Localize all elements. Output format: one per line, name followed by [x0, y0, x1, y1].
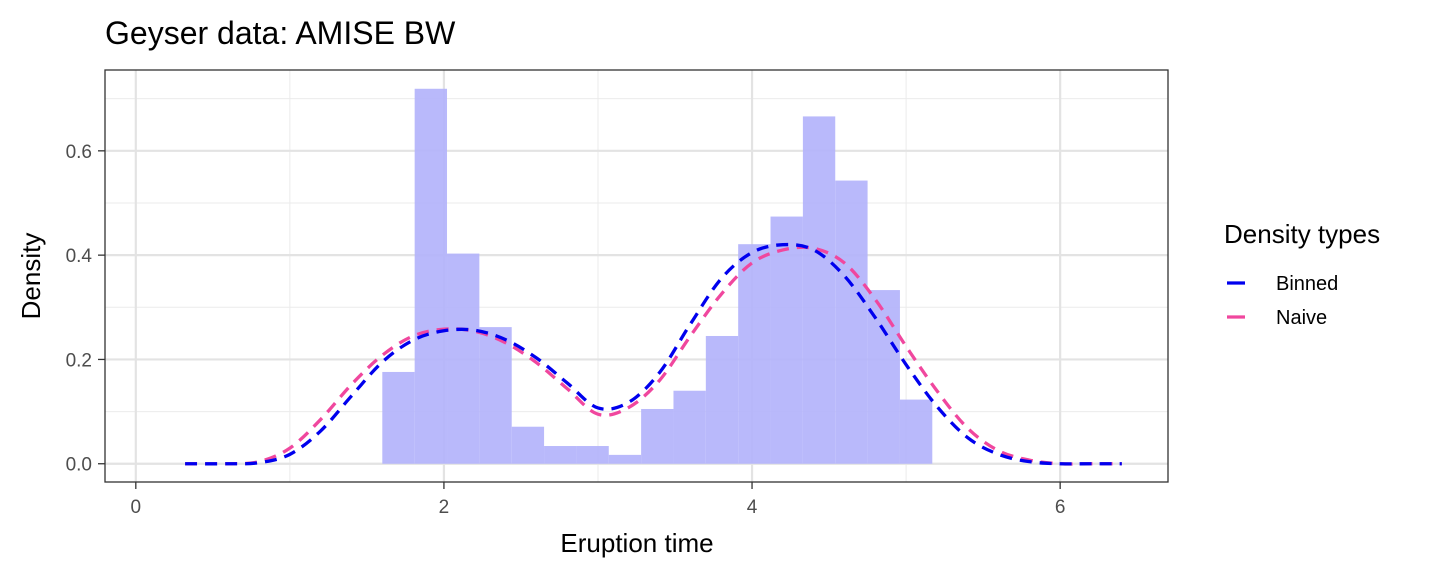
legend-label-naive: Naive: [1276, 307, 1327, 329]
chart-title: Geyser data: AMISE BW: [105, 15, 456, 51]
histogram-bar: [576, 446, 609, 464]
histogram-bar: [770, 216, 803, 464]
panel-border: [104, 69, 1169, 483]
x-tick-label: 6: [1055, 497, 1066, 518]
histogram-bar: [738, 244, 771, 464]
histogram-bar: [673, 390, 706, 464]
histogram-bar: [802, 116, 836, 464]
panel-background: [105, 70, 1168, 482]
x-axis: 0 2 4 6: [131, 482, 1066, 518]
histogram-bars: [382, 88, 933, 464]
histogram-bar: [511, 426, 545, 464]
histogram-bar: [447, 253, 480, 464]
histogram-bar: [641, 408, 674, 464]
x-axis-title: Eruption time: [560, 528, 713, 558]
legend-label-binned: Binned: [1276, 273, 1338, 295]
y-tick-label: 0.4: [66, 246, 93, 267]
legend: Density types Binned Naive: [1224, 219, 1380, 329]
histogram-bar: [479, 327, 512, 464]
y-tick-label: 0.2: [66, 350, 92, 371]
x-tick-label: 2: [439, 497, 450, 518]
y-tick-label: 0.0: [66, 455, 92, 476]
histogram-bar: [705, 335, 739, 464]
histogram-bar: [608, 454, 642, 464]
y-axis-title: Density: [16, 233, 46, 320]
histogram-bar: [382, 371, 415, 464]
plot-panel: [104, 69, 1169, 483]
density-line-naive: [185, 245, 1122, 466]
x-tick-label: 0: [131, 497, 142, 518]
density-line-binned: [185, 242, 1122, 466]
y-axis: 0.0 0.2 0.4 0.6: [66, 142, 105, 476]
grid-major: [105, 70, 1168, 482]
histogram-bar: [867, 290, 900, 464]
x-tick-label: 4: [747, 497, 758, 518]
histogram-bar: [835, 180, 868, 464]
histogram-bar: [414, 88, 448, 464]
density-lines: [185, 242, 1122, 466]
y-tick-label: 0.6: [66, 142, 92, 163]
grid-minor: [105, 70, 1168, 482]
histogram-bar: [899, 399, 933, 464]
histogram-bar: [544, 446, 577, 464]
legend-title: Density types: [1224, 219, 1380, 249]
